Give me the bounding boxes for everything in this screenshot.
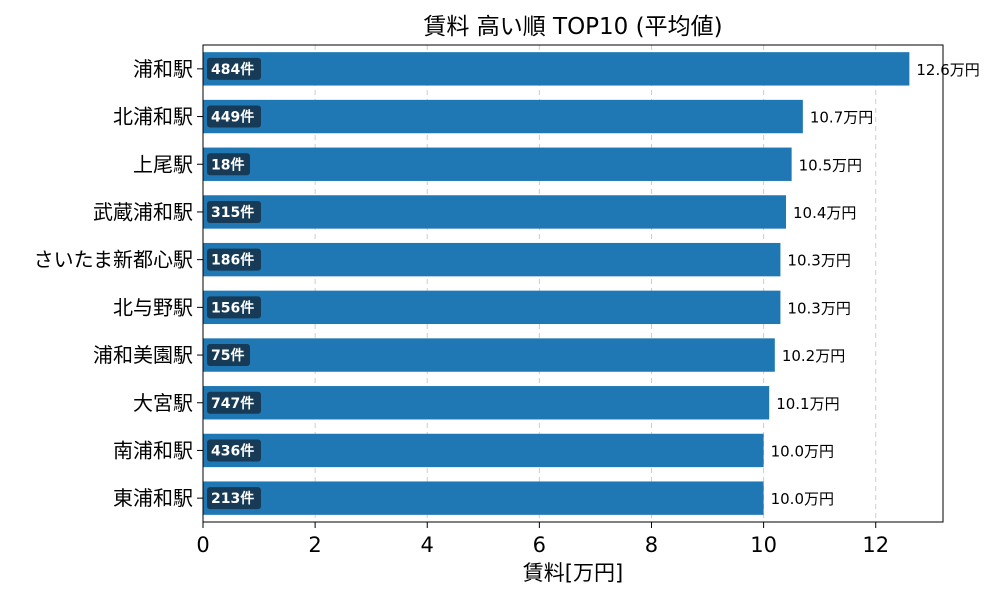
count-label: 186件 [211,252,254,269]
category-label: 南浦和駅 [113,438,193,462]
count-badge [207,200,261,223]
category-label: 東浦和駅 [113,486,193,510]
chart-title: 賃料 高い順 TOP10 (平均値) [423,14,722,40]
bar [203,481,764,515]
count-label: 75件 [211,347,244,364]
value-label: 10.0万円 [771,490,834,508]
value-label: 10.2万円 [782,347,845,365]
bar [203,290,781,325]
x-tick-label: 4 [421,533,434,557]
x-axis-title: 賃料[万円] [523,561,623,585]
value-label: 10.0万円 [771,442,834,460]
count-badge [207,344,250,367]
value-label: 10.4万円 [793,204,856,222]
category-label: 浦和駅 [133,57,193,81]
count-label: 449件 [211,109,254,126]
category-label: 武蔵浦和駅 [93,200,193,224]
count-badge [207,105,261,128]
count-badge [207,153,250,176]
bar [203,338,775,372]
bar [203,386,770,420]
count-badge [207,439,261,462]
plot-frame [202,44,944,523]
count-label: 213件 [211,490,254,507]
value-label: 10.5万円 [799,156,862,174]
value-label: 10.3万円 [787,299,850,317]
category-label: 上尾駅 [133,152,193,176]
count-label: 436件 [211,442,254,459]
count-label: 156件 [211,299,254,316]
y-axis: 浦和駅北浦和駅上尾駅武蔵浦和駅さいたま新都心駅北与野駅浦和美園駅大宮駅南浦和駅東… [34,57,203,510]
labels: 12.6万円 484件 10.7万円 449件 10.5万円 18件 10.4万円 315件 1… [207,57,980,510]
value-label: 10.3万円 [787,252,850,270]
x-tick-label: 12 [862,533,889,557]
x-axis: 0 2 4 6 8 10 12 [196,522,889,557]
count-label: 315件 [211,204,254,221]
category-label: 北浦和駅 [113,105,193,129]
bars [203,52,910,515]
x-tick-label: 10 [750,533,777,557]
bar [203,52,910,86]
x-tick-label: 2 [308,533,321,557]
value-label: 10.1万円 [776,395,839,413]
category-label: 浦和美園駅 [93,343,193,367]
category-label: さいたま新都心駅 [34,248,193,272]
x-tick-label: 0 [196,533,209,557]
bar [203,242,781,277]
count-badge [207,248,261,271]
category-label: 北与野駅 [113,295,193,319]
x-tick-label: 6 [533,533,546,557]
count-badge [207,57,261,80]
count-label: 18件 [211,156,244,173]
count-label: 747件 [211,395,254,412]
count-label: 484件 [211,61,254,78]
value-label: 12.6万円 [916,61,979,79]
count-badge [207,391,261,414]
bar [203,99,803,134]
count-badge [207,296,261,319]
bar [203,195,787,229]
count-badge [207,487,261,510]
value-label: 10.7万円 [810,109,873,127]
bar [203,433,764,468]
x-tick-label: 8 [645,533,658,557]
bar [203,147,792,181]
category-label: 大宮駅 [133,391,193,415]
